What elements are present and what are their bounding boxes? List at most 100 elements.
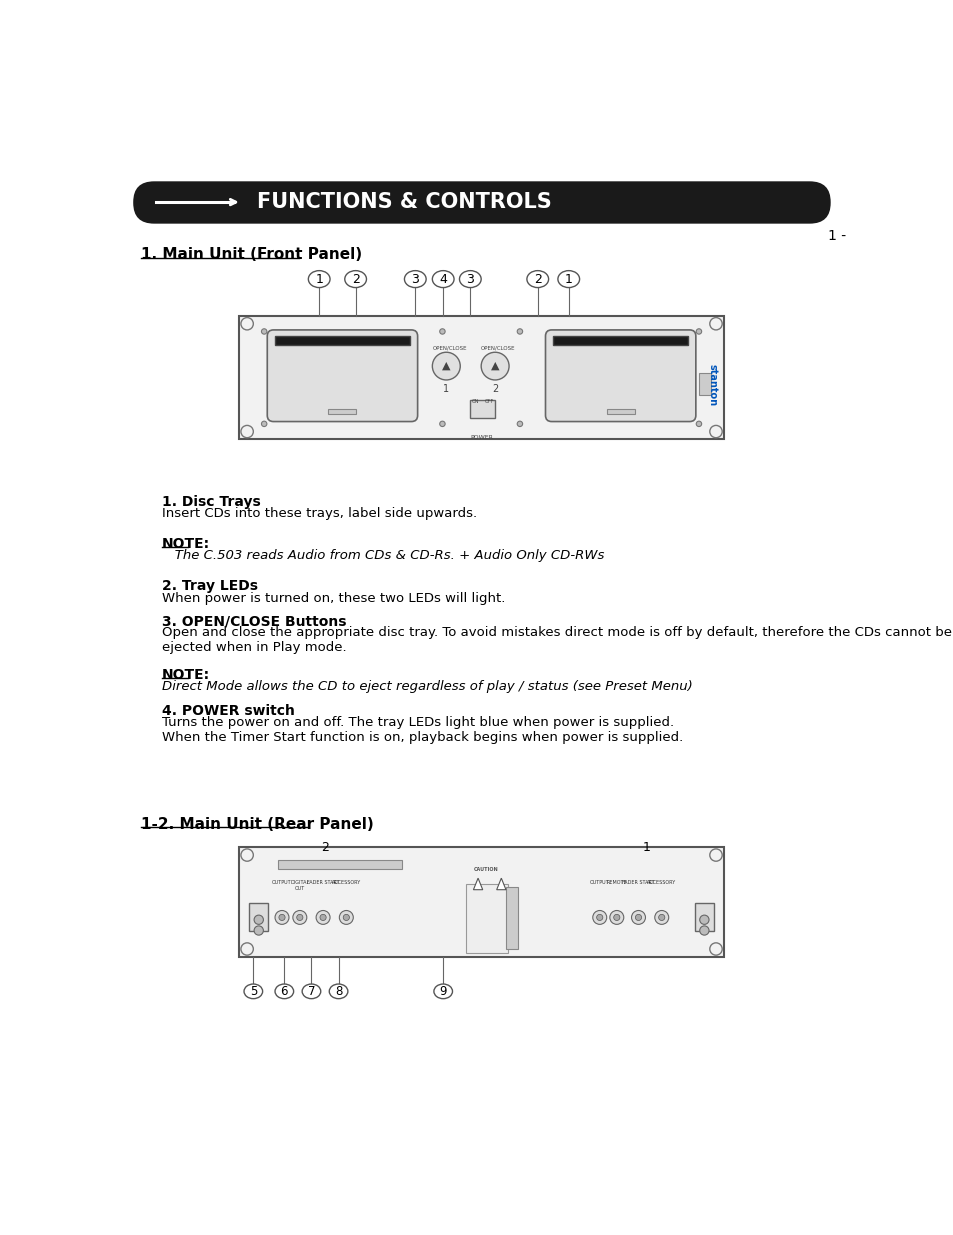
FancyBboxPatch shape bbox=[606, 409, 634, 414]
Circle shape bbox=[261, 329, 267, 335]
Ellipse shape bbox=[434, 984, 452, 999]
Text: Open and close the appropriate disc tray. To avoid mistakes direct mode is off b: Open and close the appropriate disc tray… bbox=[162, 626, 951, 655]
Circle shape bbox=[596, 914, 602, 920]
Circle shape bbox=[253, 915, 263, 924]
Circle shape bbox=[241, 317, 253, 330]
Circle shape bbox=[241, 425, 253, 437]
Text: Direct Mode allows the CD to eject regardless of play / status (see Preset Menu): Direct Mode allows the CD to eject regar… bbox=[162, 680, 692, 693]
Circle shape bbox=[261, 421, 267, 426]
Text: ▲: ▲ bbox=[491, 361, 498, 370]
Ellipse shape bbox=[432, 270, 454, 288]
Text: 2: 2 bbox=[320, 841, 328, 855]
Text: OPEN/CLOSE: OPEN/CLOSE bbox=[432, 346, 466, 351]
Ellipse shape bbox=[329, 984, 348, 999]
FancyBboxPatch shape bbox=[274, 336, 410, 346]
FancyBboxPatch shape bbox=[249, 903, 268, 930]
FancyBboxPatch shape bbox=[133, 182, 830, 224]
Ellipse shape bbox=[459, 270, 480, 288]
Circle shape bbox=[343, 914, 349, 920]
Text: 2: 2 bbox=[492, 384, 497, 394]
Text: 1 -: 1 - bbox=[827, 228, 845, 243]
Text: 1: 1 bbox=[314, 273, 323, 285]
Ellipse shape bbox=[526, 270, 548, 288]
Text: 2. Tray LEDs: 2. Tray LEDs bbox=[162, 579, 257, 593]
Text: 1: 1 bbox=[564, 273, 572, 285]
Text: 1: 1 bbox=[641, 841, 650, 855]
Text: OUTPUT: OUTPUT bbox=[272, 879, 292, 884]
Text: POWER: POWER bbox=[470, 436, 493, 441]
Circle shape bbox=[658, 914, 664, 920]
Circle shape bbox=[654, 910, 668, 924]
FancyBboxPatch shape bbox=[695, 903, 713, 930]
FancyBboxPatch shape bbox=[239, 316, 723, 440]
Text: stanton: stanton bbox=[707, 364, 718, 406]
Text: ACCESSORY: ACCESSORY bbox=[332, 879, 360, 884]
FancyBboxPatch shape bbox=[239, 847, 723, 957]
Circle shape bbox=[517, 329, 522, 335]
Circle shape bbox=[315, 910, 330, 924]
Circle shape bbox=[241, 848, 253, 861]
Circle shape bbox=[296, 914, 303, 920]
Text: 1. Disc Trays: 1. Disc Trays bbox=[162, 495, 260, 509]
Circle shape bbox=[480, 352, 509, 380]
Text: The C.503 reads Audio from CDs & CD-Rs. + Audio Only CD-RWs: The C.503 reads Audio from CDs & CD-Rs. … bbox=[162, 550, 603, 562]
Text: 2: 2 bbox=[352, 273, 359, 285]
FancyBboxPatch shape bbox=[553, 336, 687, 346]
Ellipse shape bbox=[302, 984, 320, 999]
Circle shape bbox=[635, 914, 641, 920]
Text: ▲: ▲ bbox=[441, 361, 450, 370]
Circle shape bbox=[709, 942, 721, 955]
FancyBboxPatch shape bbox=[505, 888, 517, 948]
Text: ACCESSORY: ACCESSORY bbox=[646, 879, 676, 884]
Polygon shape bbox=[497, 878, 505, 889]
Circle shape bbox=[319, 914, 326, 920]
Ellipse shape bbox=[404, 270, 426, 288]
Text: 3. OPEN/CLOSE Buttons: 3. OPEN/CLOSE Buttons bbox=[162, 614, 346, 629]
Text: Turns the power on and off. The tray LEDs light blue when power is supplied.
Whe: Turns the power on and off. The tray LED… bbox=[162, 716, 682, 745]
Text: 4: 4 bbox=[438, 273, 447, 285]
Text: FUNCTIONS & CONTROLS: FUNCTIONS & CONTROLS bbox=[257, 193, 552, 212]
Circle shape bbox=[278, 914, 285, 920]
Text: Insert CDs into these trays, label side upwards.: Insert CDs into these trays, label side … bbox=[162, 508, 476, 520]
Text: 3: 3 bbox=[411, 273, 418, 285]
Circle shape bbox=[709, 317, 721, 330]
Circle shape bbox=[253, 926, 263, 935]
Text: 9: 9 bbox=[439, 984, 447, 998]
Circle shape bbox=[293, 910, 307, 924]
Ellipse shape bbox=[558, 270, 579, 288]
Circle shape bbox=[709, 848, 721, 861]
Circle shape bbox=[709, 425, 721, 437]
Text: FADER START: FADER START bbox=[307, 879, 339, 884]
Circle shape bbox=[517, 421, 522, 426]
Text: DIGITAL
OUT: DIGITAL OUT bbox=[290, 879, 309, 890]
FancyBboxPatch shape bbox=[465, 883, 508, 953]
Circle shape bbox=[592, 910, 606, 924]
Text: CAUTION: CAUTION bbox=[474, 867, 498, 872]
Ellipse shape bbox=[274, 984, 294, 999]
Text: OUTPUT: OUTPUT bbox=[589, 879, 609, 884]
Text: ON: ON bbox=[472, 399, 478, 404]
Text: FADER START: FADER START bbox=[621, 879, 654, 884]
Text: 2: 2 bbox=[534, 273, 541, 285]
Ellipse shape bbox=[308, 270, 330, 288]
Circle shape bbox=[339, 910, 353, 924]
Text: 3: 3 bbox=[466, 273, 474, 285]
Text: 1-2. Main Unit (Rear Panel): 1-2. Main Unit (Rear Panel) bbox=[141, 816, 374, 831]
Circle shape bbox=[439, 421, 445, 426]
Text: OFF: OFF bbox=[484, 399, 493, 404]
Text: 6: 6 bbox=[280, 984, 288, 998]
Text: 7: 7 bbox=[308, 984, 314, 998]
Ellipse shape bbox=[244, 984, 262, 999]
Text: OPEN/CLOSE: OPEN/CLOSE bbox=[480, 346, 516, 351]
Circle shape bbox=[699, 926, 708, 935]
Circle shape bbox=[613, 914, 619, 920]
Text: 4. POWER switch: 4. POWER switch bbox=[162, 704, 294, 718]
Circle shape bbox=[699, 915, 708, 924]
Text: 1. Main Unit (Front Panel): 1. Main Unit (Front Panel) bbox=[141, 247, 362, 262]
Circle shape bbox=[609, 910, 623, 924]
Text: 8: 8 bbox=[335, 984, 342, 998]
Text: When power is turned on, these two LEDs will light.: When power is turned on, these two LEDs … bbox=[162, 592, 505, 605]
Ellipse shape bbox=[344, 270, 366, 288]
Text: REMOTE: REMOTE bbox=[606, 879, 626, 884]
FancyBboxPatch shape bbox=[545, 330, 695, 421]
